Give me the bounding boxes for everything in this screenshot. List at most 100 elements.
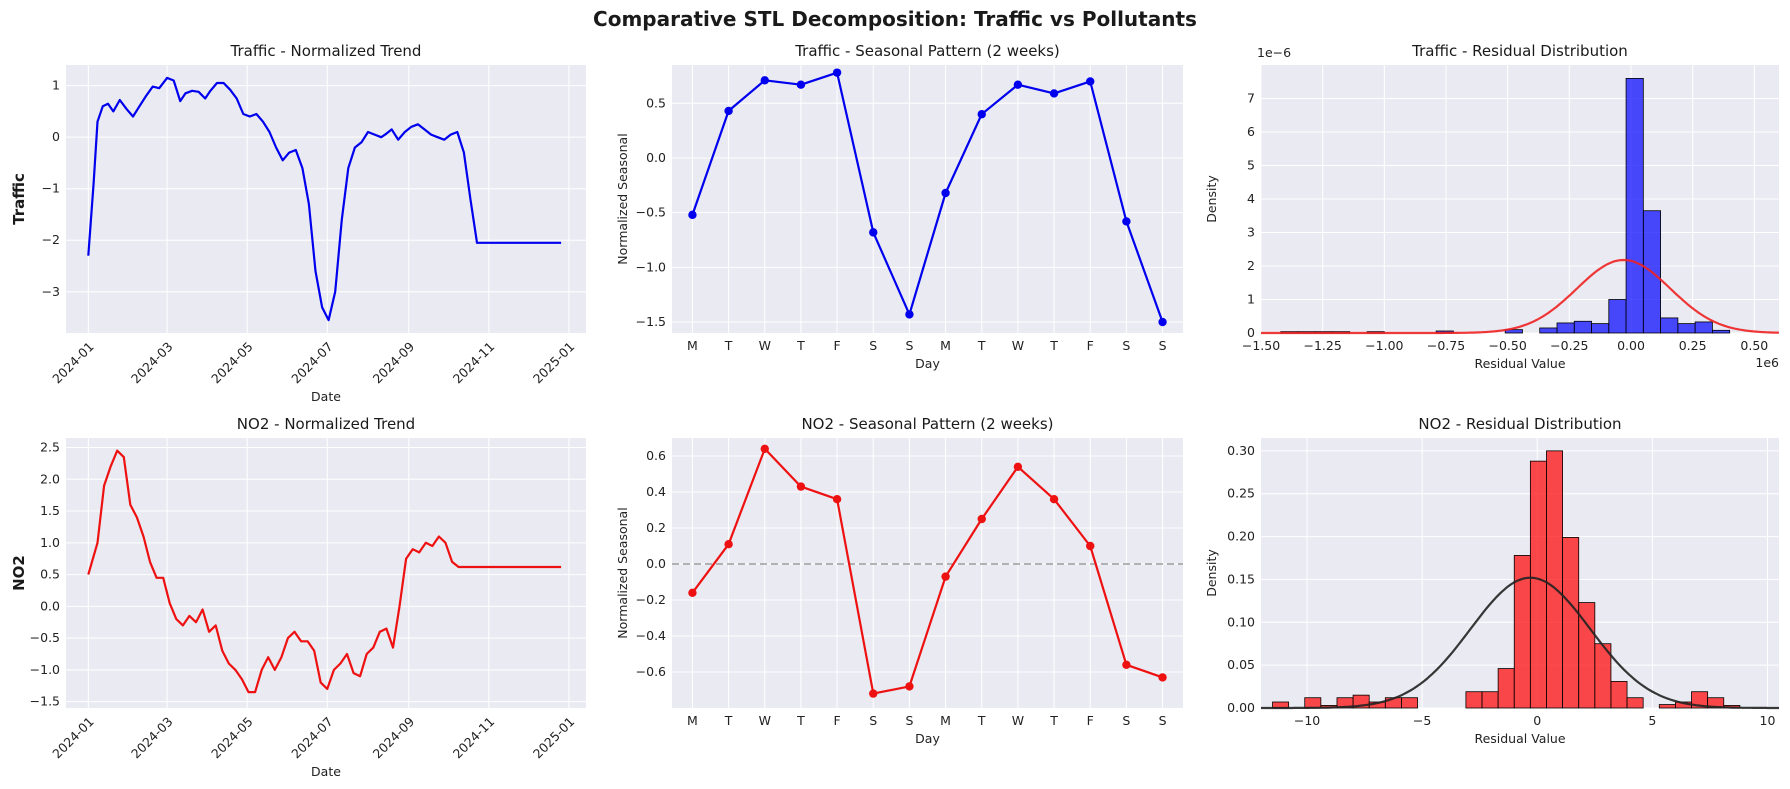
y-tick-label: 0.0 (40, 598, 60, 613)
panel-6: 0.00 0.05 0.10 0.15 0.20 0.25 0.30 −10 −5 0 5 10 NO2… (1204, 415, 1779, 746)
x-tick-label: M (940, 338, 951, 353)
data-point (1122, 660, 1131, 669)
data-point (832, 495, 842, 504)
y-exponent-label: 1e−6 (1257, 45, 1291, 60)
panel-title: NO2 - Residual Distribution (1418, 415, 1621, 433)
y-tick-label: 3 (1247, 225, 1255, 240)
y-tick-label: −0.6 (636, 664, 666, 679)
y-tick-label: 4 (1247, 191, 1255, 206)
data-point (1086, 541, 1095, 551)
x-tick-label: W (759, 338, 771, 353)
x-tick-label: 2024-09 (370, 339, 418, 387)
x-tick-label: T (1049, 713, 1058, 728)
series-line (87, 76, 562, 322)
y-tick-label: 1 (52, 78, 60, 93)
x-tick-label: −1.00 (1365, 338, 1403, 353)
histogram-bar (1304, 697, 1322, 709)
data-point (869, 228, 878, 237)
panel-3: 0 1 2 3 4 5 6 7 −1.50 −1.25 −1.00 −0.75 −0.50 −0.25 0.… (1204, 42, 1780, 371)
x-tick-label: S (869, 713, 877, 728)
x-tick-label: T (796, 338, 805, 353)
histogram-bar (1562, 537, 1580, 709)
x-tick-label: S (1159, 713, 1167, 728)
y-tick-label: 2.5 (40, 440, 60, 455)
data-point (977, 514, 986, 524)
series-line (691, 71, 1164, 323)
series-line (691, 447, 1163, 695)
histogram-bar (1465, 691, 1483, 709)
histogram-bar (1481, 691, 1499, 709)
x-tick-label: −5 (1413, 713, 1431, 728)
plot-area (672, 65, 1183, 333)
histogram-bar (1625, 78, 1644, 334)
data-point (796, 482, 806, 491)
histogram-bar (1608, 299, 1627, 334)
x-tick-label: −1.50 (1242, 338, 1280, 353)
y-tick-label: 0.6 (646, 448, 666, 463)
x-tick-label: 2024-03 (128, 339, 176, 387)
panel-title: NO2 - Normalized Trend (237, 415, 415, 433)
y-tick-label: 6 (1247, 124, 1255, 139)
x-tick-label: −0.25 (1550, 338, 1588, 353)
x-tick-label: 2024-05 (208, 339, 256, 387)
y-tick-label: −1 (42, 181, 60, 196)
y-tick-label: −0.4 (636, 628, 666, 643)
y-axis-label: NO2 (10, 555, 28, 591)
histogram-bar (1591, 323, 1610, 334)
y-tick-label: 1 (1247, 292, 1255, 307)
x-tick-label: S (1122, 338, 1130, 353)
y-tick-label: 0.5 (40, 567, 60, 582)
y-tick-label: 2 (1247, 258, 1255, 273)
plot-area (66, 65, 586, 333)
x-tick-label: F (833, 338, 840, 353)
x-tick-label: 2024-07 (288, 714, 336, 762)
data-point (688, 588, 697, 597)
y-tick-label: −2 (42, 232, 60, 247)
histogram-bar (1626, 697, 1644, 709)
data-point (724, 540, 733, 549)
y-tick-label: −3 (42, 284, 60, 299)
data-point (1158, 673, 1167, 682)
panel-title: Traffic - Seasonal Pattern (2 weeks) (794, 42, 1060, 60)
data-point (1158, 317, 1167, 327)
y-tick-label: 0.00 (1227, 700, 1255, 715)
data-point (941, 572, 950, 581)
x-tick-label: T (977, 713, 986, 728)
data-point (688, 210, 697, 220)
y-axis-label: Density (1204, 549, 1219, 597)
y-tick-label: 0.05 (1227, 657, 1255, 672)
y-tick-label: −1.0 (636, 259, 666, 274)
x-tick-label: W (1012, 713, 1024, 728)
histogram-bar (1677, 323, 1696, 334)
x-tick-label: 0 (1533, 713, 1541, 728)
gridlines (672, 438, 1183, 708)
x-tick-label: S (1122, 713, 1130, 728)
x-tick-label: 2024-05 (208, 714, 256, 762)
data-point (905, 682, 914, 691)
x-tick-label: M (687, 713, 698, 728)
x-tick-label: T (977, 338, 986, 353)
x-tick-label: 2024-11 (450, 714, 498, 762)
figure-title: Comparative STL Decomposition: Traffic v… (593, 7, 1197, 31)
x-tick-label: 2024-11 (450, 339, 498, 387)
histogram-bar (1497, 668, 1515, 709)
histogram-bar (1694, 321, 1713, 334)
panel-2: 0.5 0.0 −0.5 −1.0 −1.5 M T W T F S S M T W T F S S Traffic … (615, 42, 1183, 371)
panel-title: Traffic - Residual Distribution (1411, 42, 1628, 60)
data-point (1049, 89, 1059, 98)
histogram-bar (1539, 327, 1558, 334)
x-tick-label: 2024-01 (49, 339, 97, 387)
histogram-bar (1556, 322, 1575, 334)
data-point (1013, 80, 1023, 89)
x-tick-label: 2024-09 (370, 714, 418, 762)
x-tick-label: −1.25 (1304, 338, 1342, 353)
y-tick-label: −0.5 (30, 630, 60, 645)
x-tick-label: W (759, 713, 771, 728)
y-tick-label: 2.0 (40, 471, 60, 486)
normal-fit-curve (1261, 576, 1779, 710)
histogram-bar (1529, 460, 1547, 709)
y-axis-label: Normalized Seasonal (615, 507, 630, 638)
x-tick-label: S (905, 338, 913, 353)
x-tick-label: 5 (1648, 713, 1656, 728)
